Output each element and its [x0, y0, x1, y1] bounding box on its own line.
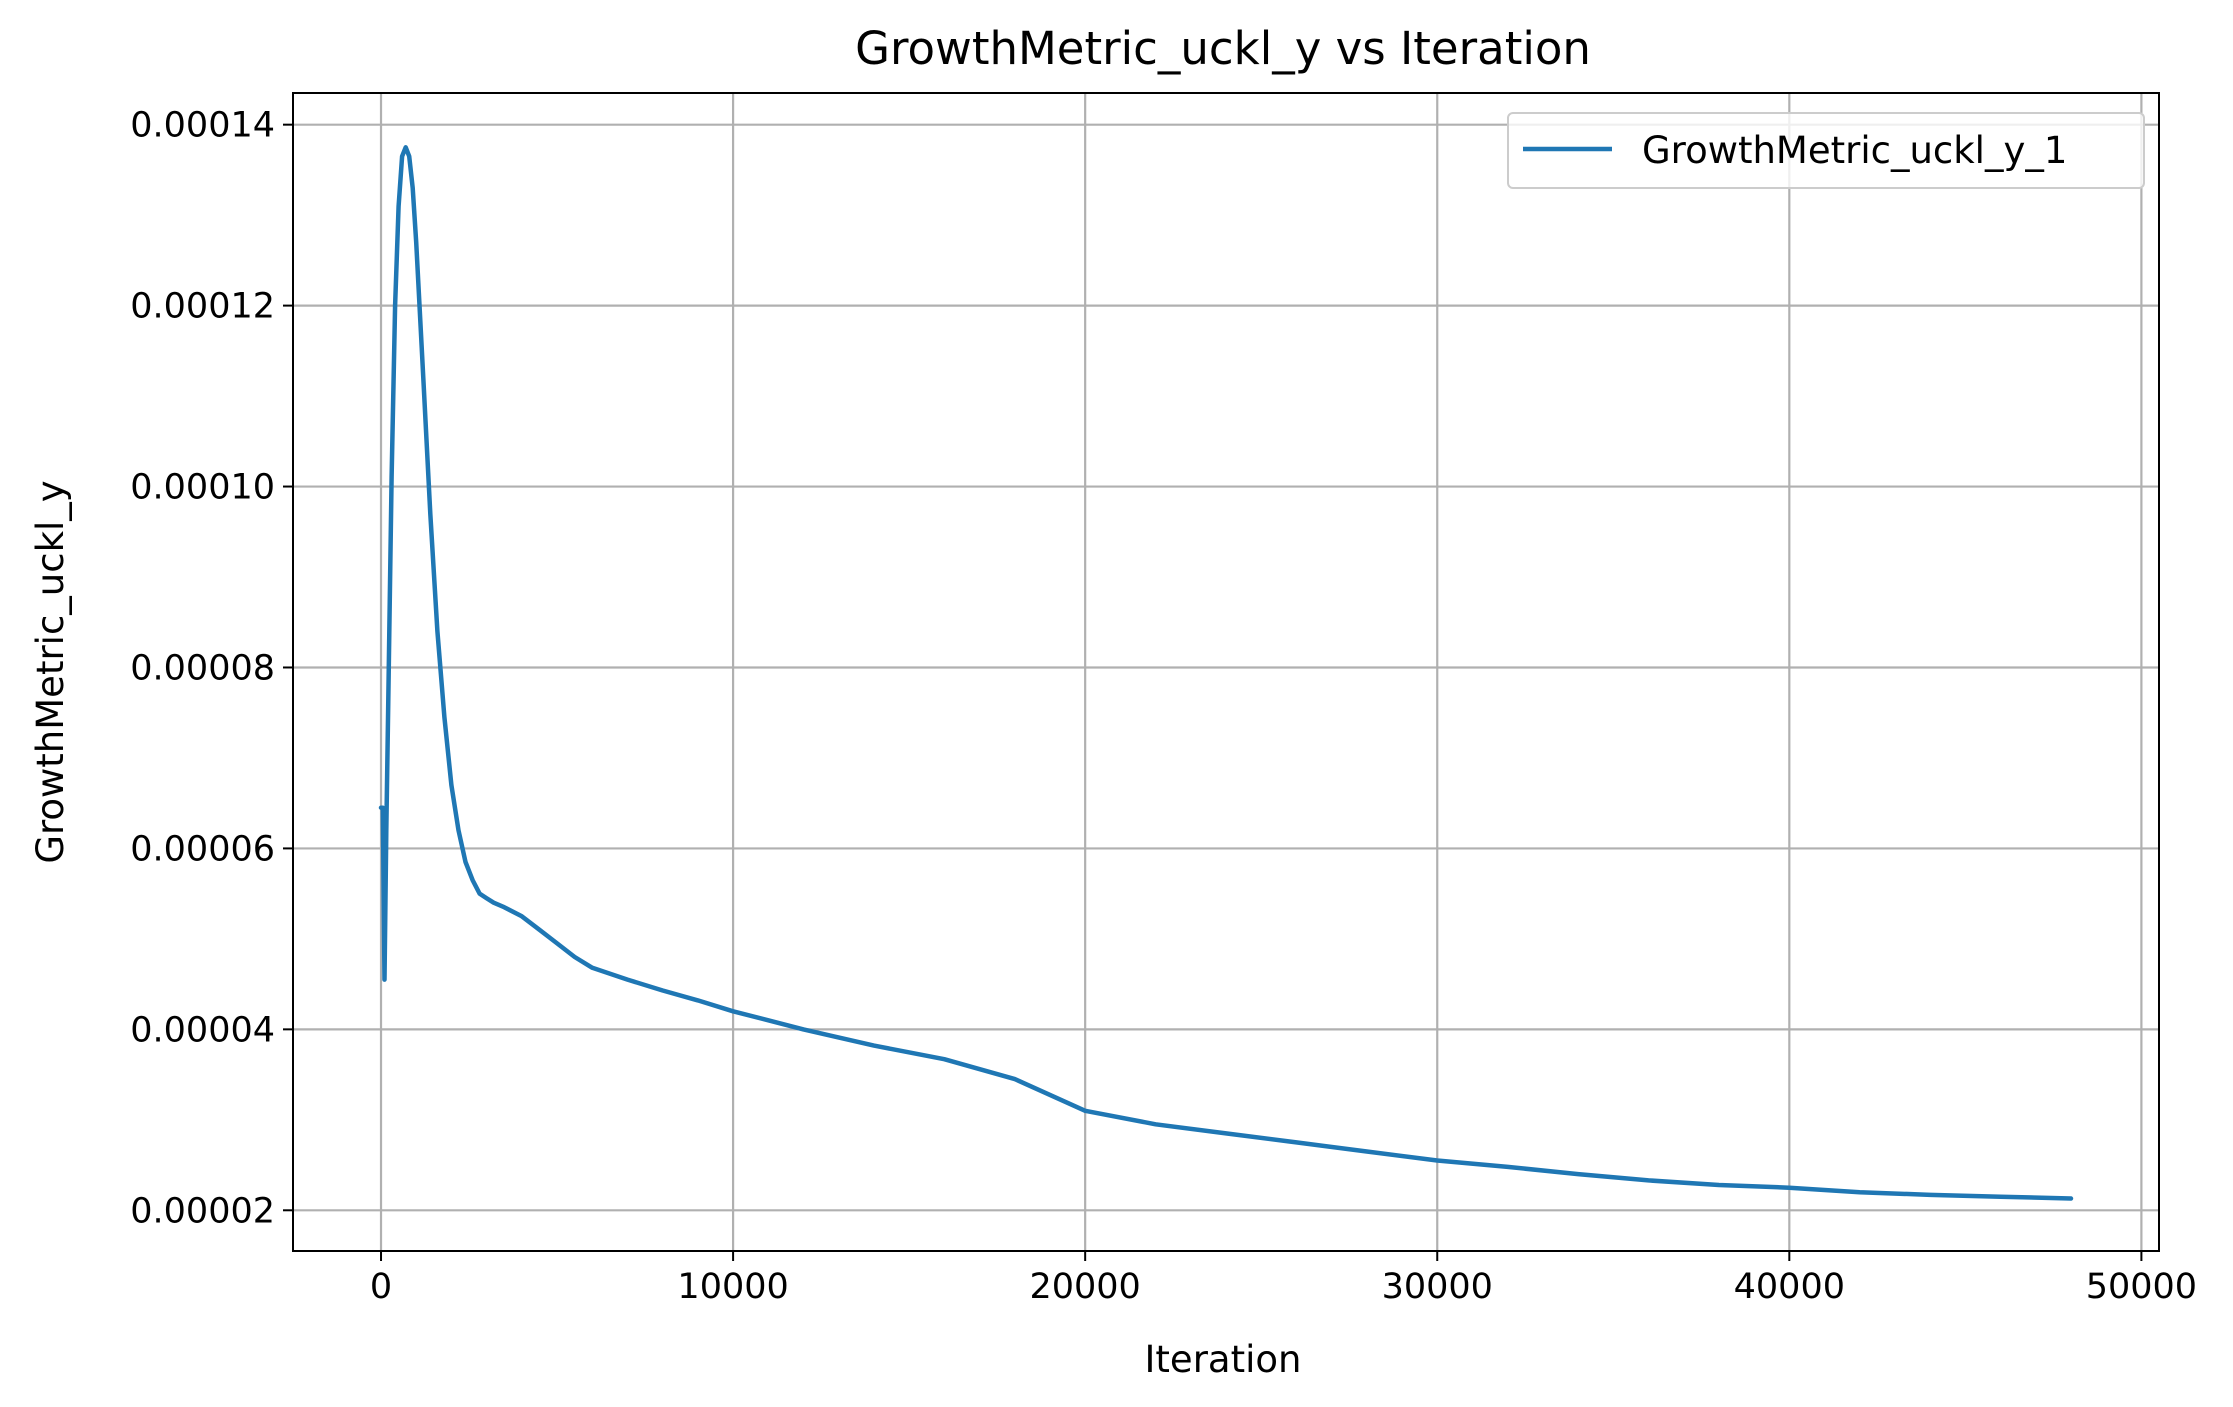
axis-ticks: 0 10000 20000 30000 40000 50000 0.00002 0.00004…: [130, 106, 2197, 1307]
legend-entry-label: GrowthMetric_uckl_y_1: [1642, 129, 2067, 172]
x-tick-label: 50000: [2086, 1267, 2197, 1307]
x-tick-label: 0: [370, 1267, 392, 1307]
y-tick-label: 0.00014: [130, 106, 275, 146]
legend-box: [1507, 112, 2145, 189]
series-layer: [378, 145, 2074, 1201]
y-tick-label: 0.00002: [130, 1191, 275, 1231]
y-axis-label: GrowthMetric_uckl_y: [29, 480, 72, 863]
series-line: [378, 145, 2074, 1201]
x-axis-label: Iteration: [1145, 1338, 1302, 1381]
x-tick-label: 20000: [1029, 1267, 1140, 1307]
x-tick-label: 30000: [1382, 1267, 1493, 1307]
legend: GrowthMetric_uckl_y_1: [1507, 112, 2145, 189]
x-tick-label: 40000: [1734, 1267, 1845, 1307]
y-tick-label: 0.00012: [130, 287, 275, 327]
y-tick-label: 0.00010: [130, 468, 275, 508]
chart-title: GrowthMetric_uckl_y vs Iteration: [855, 22, 1591, 75]
y-tick-label: 0.00006: [130, 829, 275, 869]
y-tick-label: 0.00008: [130, 648, 275, 688]
y-tick-label: 0.00004: [130, 1010, 275, 1050]
x-tick-label: 10000: [677, 1267, 788, 1307]
plot-frame: [292, 92, 2160, 1252]
